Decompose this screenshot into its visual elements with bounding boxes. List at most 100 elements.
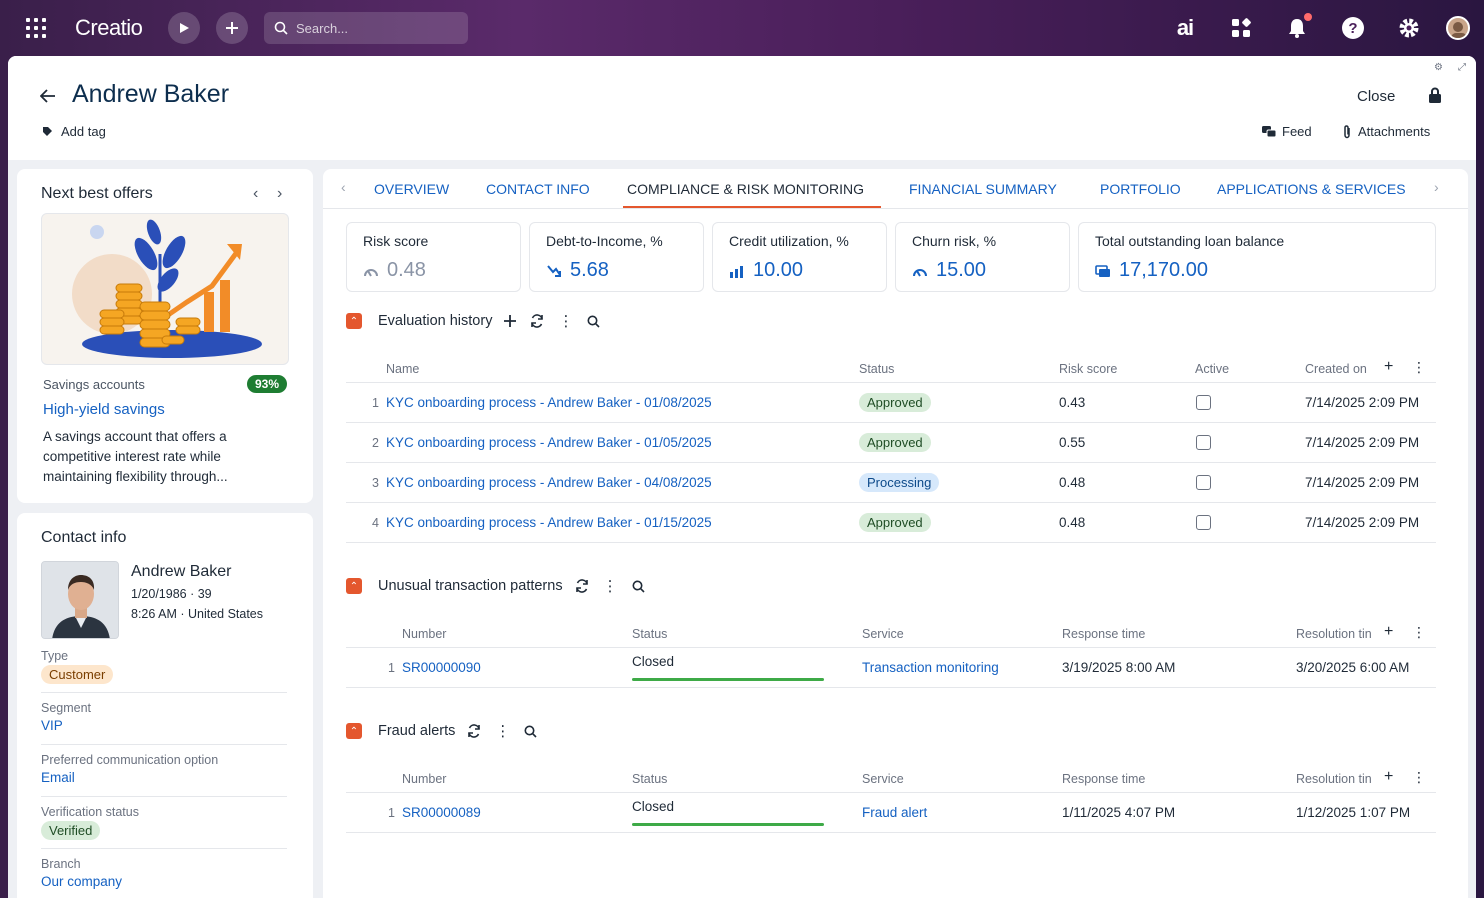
search-icon: [274, 21, 288, 35]
search-icon[interactable]: [632, 580, 645, 593]
verification-badge[interactable]: Verified: [41, 821, 101, 840]
column-header[interactable]: Name: [386, 362, 420, 376]
metric-label: Churn risk, %: [912, 233, 997, 249]
active-checkbox[interactable]: [1196, 515, 1211, 530]
tabs-scroll-right-icon[interactable]: ›: [1434, 179, 1439, 195]
attachments-button[interactable]: Attachments: [1342, 124, 1430, 139]
evaluation-name-link[interactable]: KYC onboarding process - Andrew Baker - …: [386, 395, 712, 410]
search-icon[interactable]: [587, 315, 601, 328]
collapse-toggle-icon[interactable]: ⌃: [346, 578, 362, 594]
active-checkbox[interactable]: [1196, 435, 1211, 450]
lock-icon[interactable]: [1428, 87, 1442, 108]
status-cell: Closed: [632, 654, 675, 669]
column-header[interactable]: Resolution tin: [1296, 772, 1372, 786]
active-checkbox[interactable]: [1196, 475, 1211, 490]
grid-more-icon[interactable]: ⋮: [1412, 359, 1426, 375]
table-row[interactable]: 1 SR00000090 Closed Transaction monitori…: [346, 647, 1436, 687]
grid-more-icon[interactable]: ⋮: [1412, 769, 1426, 785]
collapse-toggle-icon[interactable]: ⌃: [346, 313, 362, 329]
column-header[interactable]: Response time: [1062, 627, 1146, 641]
column-header[interactable]: Response time: [1062, 772, 1146, 786]
branch-value[interactable]: Our company: [41, 874, 123, 889]
feed-chat-icon: [1262, 125, 1276, 137]
evaluation-name-link[interactable]: KYC onboarding process - Andrew Baker - …: [386, 515, 712, 530]
contact-info-title: Contact info: [41, 529, 127, 546]
table-row[interactable]: 1 KYC onboarding process - Andrew Baker …: [346, 382, 1436, 422]
metric-label: Total outstanding loan balance: [1095, 233, 1285, 249]
paperclip-icon: [1344, 124, 1350, 138]
back-arrow-icon[interactable]: [39, 86, 56, 109]
tab-overview[interactable]: OVERVIEW: [374, 181, 450, 197]
service-link[interactable]: Fraud alert: [862, 805, 928, 820]
risk-score-cell: 0.48: [1059, 515, 1086, 530]
column-header[interactable]: Number: [402, 772, 447, 786]
column-header[interactable]: Resolution tin: [1296, 627, 1372, 641]
tab-financial-summary[interactable]: FINANCIAL SUMMARY: [909, 181, 1057, 197]
chevron-right-icon[interactable]: ›: [277, 185, 283, 202]
app-hub-icon[interactable]: [1227, 14, 1255, 42]
segment-value[interactable]: VIP: [41, 718, 63, 733]
expand-icon[interactable]: ⤢: [1458, 62, 1466, 73]
column-header[interactable]: Service: [862, 627, 904, 641]
notifications-bell-icon[interactable]: [1283, 14, 1311, 42]
add-column-icon[interactable]: +: [1384, 358, 1394, 375]
page-settings-icon[interactable]: ⚙: [1434, 62, 1443, 73]
tab-portfolio[interactable]: PORTFOLIO: [1100, 181, 1181, 197]
column-header[interactable]: Status: [632, 627, 668, 641]
service-link[interactable]: Transaction monitoring: [862, 660, 999, 675]
status-progress-bar: [632, 823, 824, 826]
add-icon[interactable]: [504, 315, 517, 327]
settings-gear-icon[interactable]: [1395, 14, 1423, 42]
create-new-button[interactable]: [216, 12, 248, 44]
more-options-icon[interactable]: ⋮: [602, 578, 618, 595]
risk-score-cell: 0.55: [1059, 435, 1086, 450]
feed-button[interactable]: Feed: [1262, 124, 1312, 139]
chevron-left-icon[interactable]: ‹: [253, 185, 259, 202]
column-header[interactable]: Risk score: [1059, 362, 1118, 376]
apps-grid-icon[interactable]: [24, 16, 48, 40]
search-placeholder: Search...: [296, 20, 349, 36]
more-options-icon[interactable]: ⋮: [558, 313, 574, 330]
offer-name-link[interactable]: High-yield savings: [43, 401, 165, 418]
more-options-icon[interactable]: ⋮: [495, 723, 511, 740]
tabs-scroll-left-icon[interactable]: ‹: [341, 179, 346, 195]
row-number: 3: [372, 476, 379, 490]
communication-value[interactable]: Email: [41, 770, 75, 785]
evaluation-name-link[interactable]: KYC onboarding process - Andrew Baker - …: [386, 435, 712, 450]
run-process-button[interactable]: [168, 12, 200, 44]
column-header[interactable]: Status: [859, 362, 895, 376]
case-number-link[interactable]: SR00000090: [402, 660, 481, 675]
creatio-logo[interactable]: Creatio: [75, 15, 143, 40]
add-column-icon[interactable]: +: [1384, 623, 1394, 640]
column-header[interactable]: Status: [632, 772, 668, 786]
evaluation-name-link[interactable]: KYC onboarding process - Andrew Baker - …: [386, 475, 712, 490]
tab-applications-services[interactable]: APPLICATIONS & SERVICES: [1217, 181, 1406, 197]
search-icon[interactable]: [524, 725, 537, 738]
column-header[interactable]: Active: [1195, 362, 1230, 376]
table-row[interactable]: 2 KYC onboarding process - Andrew Baker …: [346, 422, 1436, 462]
global-search-input[interactable]: Search...: [264, 12, 468, 44]
close-button[interactable]: Close: [1357, 88, 1396, 105]
add-column-icon[interactable]: +: [1384, 768, 1394, 785]
column-header[interactable]: Created on: [1305, 362, 1367, 376]
help-icon[interactable]: ?: [1339, 14, 1367, 42]
add-tag-button[interactable]: Add tag: [42, 124, 106, 139]
active-tab-indicator: [623, 206, 881, 208]
collapse-toggle-icon[interactable]: ⌃: [346, 723, 362, 739]
grid-more-icon[interactable]: ⋮: [1412, 624, 1426, 640]
refresh-icon[interactable]: [467, 724, 481, 738]
tab-compliance-risk[interactable]: COMPLIANCE & RISK MONITORING: [627, 181, 864, 197]
column-header[interactable]: Service: [862, 772, 904, 786]
refresh-icon[interactable]: [575, 579, 589, 593]
type-badge[interactable]: Customer: [41, 665, 114, 684]
case-number-link[interactable]: SR00000089: [402, 805, 481, 820]
ai-assistant-button[interactable]: ai: [1176, 15, 1194, 40]
refresh-icon[interactable]: [530, 314, 544, 328]
active-checkbox[interactable]: [1196, 395, 1211, 410]
user-avatar[interactable]: [1446, 16, 1470, 40]
table-row[interactable]: 4 KYC onboarding process - Andrew Baker …: [346, 502, 1436, 542]
table-row[interactable]: 3 KYC onboarding process - Andrew Baker …: [346, 462, 1436, 502]
column-header[interactable]: Number: [402, 627, 447, 641]
table-row[interactable]: 1 SR00000089 Closed Fraud alert 1/11/202…: [346, 792, 1436, 832]
tab-contact-info[interactable]: CONTACT INFO: [486, 181, 590, 197]
